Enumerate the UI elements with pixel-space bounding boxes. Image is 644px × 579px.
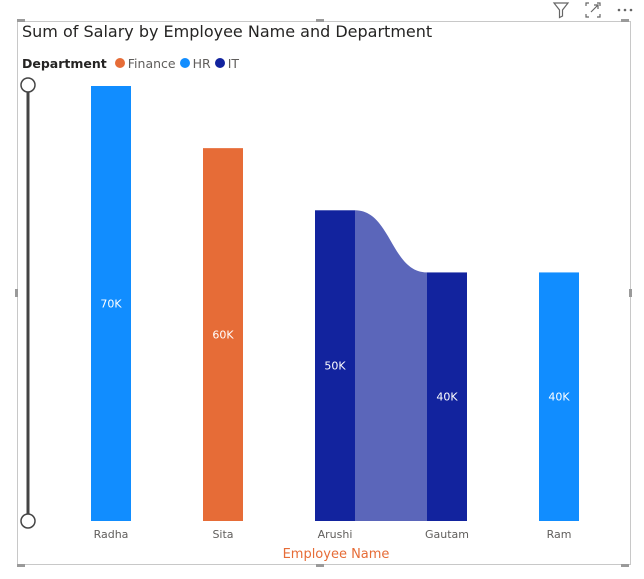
visual-header (550, 0, 636, 20)
data-label-sita: 60K (212, 329, 234, 342)
resize-handle[interactable] (621, 564, 629, 567)
filter-icon[interactable] (550, 0, 572, 20)
x-tick-label-arushi: Arushi (318, 528, 353, 541)
legend-label-it: IT (227, 55, 240, 71)
resize-handle[interactable] (17, 564, 25, 567)
vertical-zoom-slider[interactable] (20, 77, 36, 529)
ribbon-arushi-gautam[interactable] (355, 210, 427, 522)
resize-handle[interactable] (316, 564, 324, 567)
bar-radha[interactable] (91, 86, 131, 521)
more-options-icon[interactable] (614, 0, 636, 20)
legend-label-hr: HR (192, 55, 211, 71)
zoom-slider-bottom-handle[interactable] (20, 513, 36, 529)
x-tick-label-ram: Ram (547, 528, 572, 541)
data-label-gautam: 40K (436, 391, 458, 404)
legend-dot-finance (114, 58, 125, 68)
data-label-radha: 70K (100, 298, 122, 311)
x-axis-title: Employee Name (283, 547, 390, 562)
chart-title: Sum of Salary by Employee Name and Depar… (22, 22, 433, 41)
legend-item-hr[interactable]: HR (179, 55, 211, 71)
resize-handle[interactable] (15, 289, 18, 297)
bar-ram[interactable] (539, 272, 579, 521)
zoom-slider-top-handle[interactable] (20, 77, 36, 93)
resize-handle[interactable] (17, 19, 25, 22)
legend: Department Finance HR IT (22, 55, 243, 71)
legend-dot-hr (179, 58, 190, 68)
data-label-arushi: 50K (324, 360, 346, 373)
legend-item-it[interactable]: IT (214, 55, 240, 71)
bar-sita[interactable] (203, 148, 243, 521)
x-tick-label-sita: Sita (212, 528, 233, 541)
legend-dot-it (214, 58, 225, 68)
data-label-ram: 40K (548, 391, 570, 404)
resize-handle[interactable] (621, 19, 629, 22)
legend-title: Department (22, 55, 107, 71)
resize-handle[interactable] (629, 289, 632, 297)
legend-label-finance: Finance (127, 55, 176, 71)
legend-item-finance[interactable]: Finance (114, 55, 176, 71)
resize-handle[interactable] (316, 19, 324, 22)
x-tick-label-radha: Radha (94, 528, 129, 541)
x-tick-label-gautam: Gautam (425, 528, 469, 541)
bar-arushi[interactable] (315, 210, 355, 522)
bar-gautam[interactable] (427, 272, 467, 521)
focus-mode-icon[interactable] (582, 0, 604, 20)
